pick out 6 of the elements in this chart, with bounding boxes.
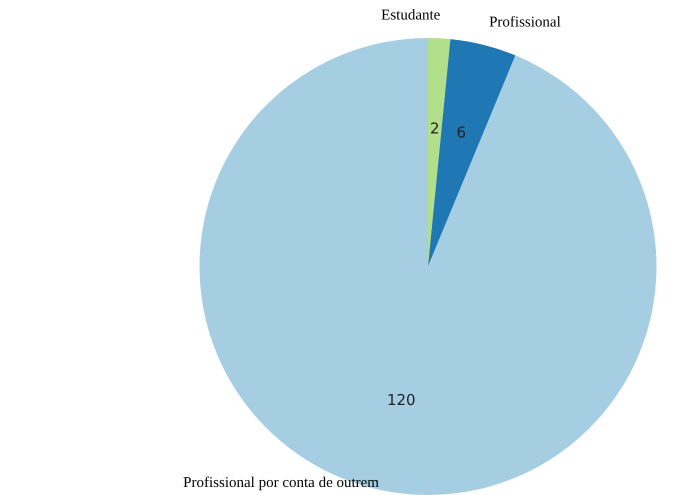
slice-label: Profissional por conta de outrem <box>183 474 380 491</box>
slice-label: Estudante <box>381 7 441 24</box>
data-label: 120 <box>386 390 416 409</box>
slice-label: Profissional <box>489 14 561 31</box>
data-label: 6 <box>456 123 466 142</box>
data-label: 2 <box>430 119 440 138</box>
